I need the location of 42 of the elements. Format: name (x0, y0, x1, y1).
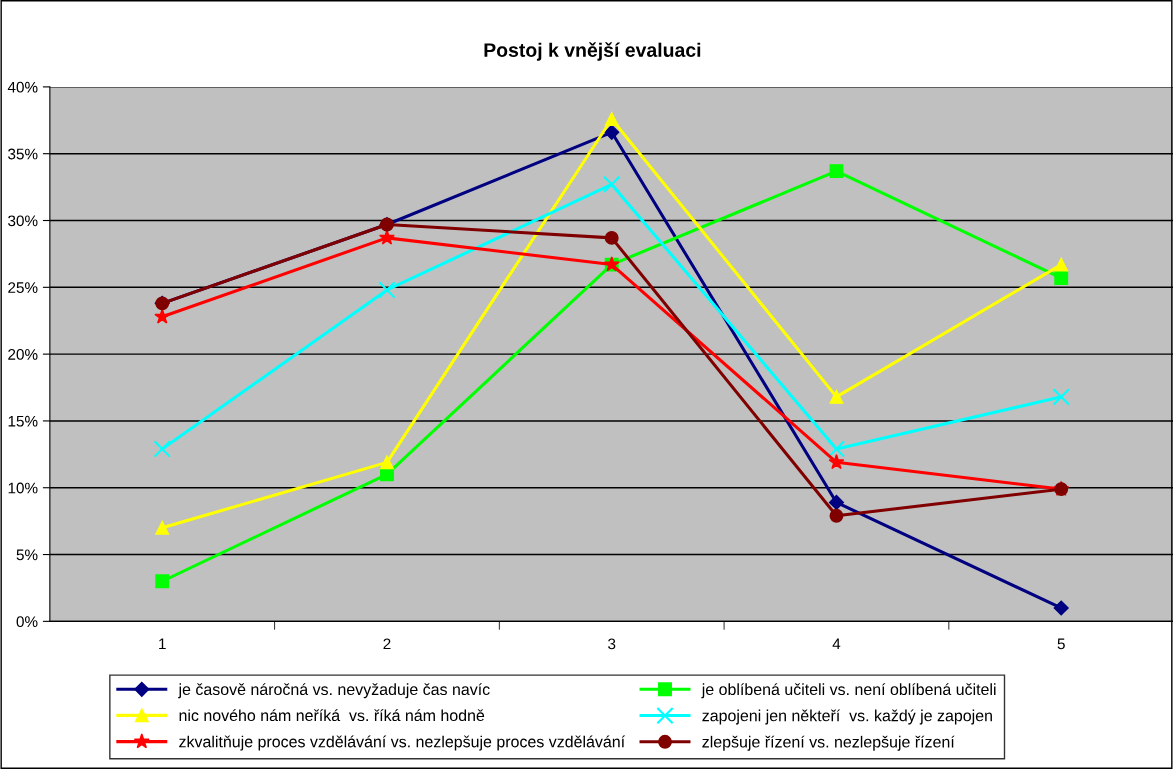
chart-title: Postoj k vnější evaluaci (484, 42, 701, 61)
y-tick-label: 25% (8, 282, 38, 293)
point (1054, 271, 1069, 285)
point (829, 164, 844, 179)
legend-label: nic nového nám neříká vs. říká nám hodně (179, 709, 485, 722)
y-tick-label: 0% (16, 616, 38, 628)
y-tick-label: 15% (8, 415, 38, 427)
point (1052, 388, 1070, 406)
point (829, 389, 844, 404)
point (380, 455, 394, 470)
y-tick-label: 5% (16, 549, 38, 561)
legend-label: je časově náročná vs. nevyžaduje čas navíc (178, 683, 490, 699)
point (829, 508, 844, 523)
point (603, 175, 621, 194)
point (1054, 257, 1069, 272)
point (604, 124, 620, 140)
legend-label: je oblíbená učiteli vs. není oblíbená učiteli (701, 683, 996, 699)
legend-label: zkvalitňuje proces vzdělávání vs. nezlepšuje proces vzdělávání (179, 735, 626, 751)
point (154, 308, 171, 324)
point (828, 454, 845, 470)
x-tick-label: 5 (1057, 638, 1065, 650)
y-tick-label: 20% (8, 348, 38, 360)
legend-label: zlepšuje řízení vs. nezlepšuje řízení (702, 735, 955, 751)
point (1053, 600, 1069, 616)
x-tick-label: 3 (608, 638, 616, 650)
y-tick-label: 35% (8, 148, 38, 160)
y-tick-label: 30% (8, 215, 38, 227)
point (153, 440, 171, 458)
point (379, 229, 395, 245)
point (378, 281, 396, 299)
x-tick-label: 2 (383, 638, 391, 650)
legend-label: zapojeni jen někteří vs. každý je zapojen (702, 709, 992, 725)
x-tick-label: 4 (832, 638, 841, 650)
point (155, 520, 170, 535)
point (155, 574, 170, 589)
y-tick-label: 10% (8, 482, 38, 494)
point (828, 494, 845, 511)
y-tick-label: 40% (7, 81, 38, 93)
x-tick-label: 1 (159, 638, 166, 650)
point (827, 440, 846, 458)
point (604, 112, 619, 126)
point (604, 230, 619, 245)
